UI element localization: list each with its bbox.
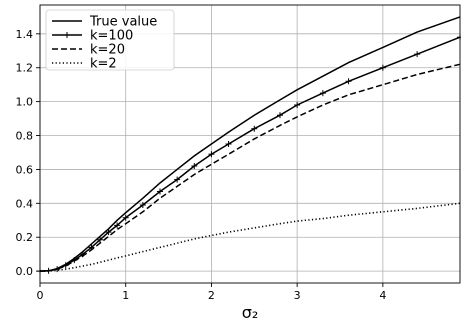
series-point xyxy=(277,112,283,119)
axis-ticks: 0 1 2 3 4 0.0 0.2 0.4 0.6 0.8 1.0 1.2 1.4 xyxy=(16,28,387,302)
y-tick-label: 0.2 xyxy=(16,231,34,244)
series-point xyxy=(294,102,301,109)
y-tick-label: 0.0 xyxy=(16,265,34,278)
series-point xyxy=(105,229,112,236)
y-tick-label: 1.2 xyxy=(16,62,34,75)
y-tick-label: 0.8 xyxy=(16,130,34,143)
series-point xyxy=(319,90,326,97)
series-point xyxy=(174,176,181,183)
series-point xyxy=(345,78,352,85)
y-tick-label: 0.4 xyxy=(16,197,34,210)
plot-frame xyxy=(39,4,461,284)
series-layer xyxy=(37,16,461,275)
series-point xyxy=(379,64,386,71)
series-point xyxy=(191,163,198,170)
series-line-k-100 xyxy=(39,36,461,272)
x-tick-label: 2 xyxy=(208,289,215,302)
y-tick-label: 1.4 xyxy=(16,28,34,41)
series-line-k-2 xyxy=(39,202,461,272)
legend-label: True value xyxy=(89,15,157,30)
x-tick-label: 1 xyxy=(122,289,129,302)
x-tick-label: 3 xyxy=(294,289,301,302)
legend-label: k=2 xyxy=(90,57,117,72)
legend-box xyxy=(45,9,175,71)
series-point xyxy=(414,51,421,58)
legend-label: k=100 xyxy=(90,29,133,44)
series-point xyxy=(251,125,258,132)
series-point xyxy=(157,188,163,195)
series-point xyxy=(208,151,215,158)
series-line-k-20 xyxy=(39,63,461,272)
series-point xyxy=(122,214,129,221)
x-tick-label: 4 xyxy=(379,289,386,302)
legend-label: k=20 xyxy=(90,43,125,58)
series-point xyxy=(114,222,121,229)
series-point xyxy=(97,236,103,243)
series-point xyxy=(139,202,146,209)
series-point xyxy=(225,141,232,147)
y-tick-label: 0.6 xyxy=(16,163,34,176)
x-tick-label: 0 xyxy=(37,289,44,302)
y-tick-label: 1.0 xyxy=(16,96,34,109)
x-axis-label: σ₂ xyxy=(242,303,259,322)
